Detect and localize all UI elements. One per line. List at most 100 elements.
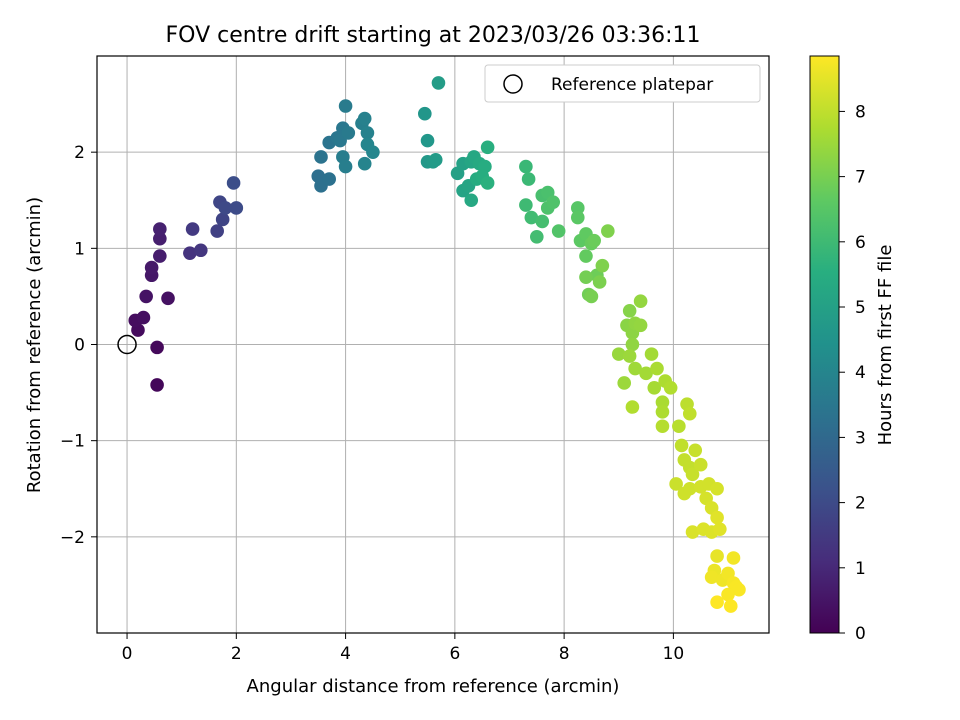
colorbar-tick-label: 6 bbox=[855, 233, 866, 253]
data-point bbox=[139, 289, 153, 304]
data-point bbox=[685, 467, 700, 482]
data-point bbox=[713, 522, 727, 536]
data-point bbox=[693, 457, 708, 472]
y-axis-ticks: −2 −1 0 1 2 bbox=[60, 143, 97, 548]
legend-marker bbox=[503, 74, 523, 94]
data-point bbox=[519, 198, 533, 212]
data-point bbox=[570, 210, 585, 225]
data-point bbox=[144, 260, 159, 275]
colorbar-tick-label: 7 bbox=[855, 168, 866, 188]
colorbar-tick-label: 4 bbox=[855, 363, 866, 383]
data-point bbox=[420, 133, 435, 148]
data-point bbox=[672, 419, 686, 434]
data-point bbox=[669, 477, 683, 491]
data-point bbox=[723, 599, 738, 613]
data-point bbox=[360, 126, 375, 140]
data-point bbox=[688, 443, 703, 458]
data-point bbox=[136, 310, 151, 325]
colorbar-label: Hours from first FF file bbox=[875, 245, 896, 446]
data-point bbox=[524, 210, 539, 225]
data-point bbox=[161, 291, 175, 306]
data-point bbox=[617, 376, 632, 390]
colorbar-tick-label: 0 bbox=[855, 624, 866, 644]
data-point bbox=[650, 361, 664, 376]
data-point bbox=[622, 349, 637, 363]
x-tick-label: 0 bbox=[122, 644, 133, 664]
data-point bbox=[710, 510, 724, 525]
data-point bbox=[226, 176, 241, 190]
data-point bbox=[480, 140, 495, 155]
data-point bbox=[732, 582, 746, 597]
data-point bbox=[710, 549, 724, 563]
data-point bbox=[628, 361, 642, 376]
data-point bbox=[338, 99, 353, 113]
data-point bbox=[611, 347, 626, 361]
data-point bbox=[587, 233, 601, 248]
data-point bbox=[218, 201, 233, 215]
reference-point-marker bbox=[117, 334, 137, 355]
data-point bbox=[601, 224, 615, 238]
y-tick-label: 0 bbox=[74, 336, 85, 356]
data-point bbox=[710, 481, 724, 496]
x-axis-label: Angular distance from reference (arcmin) bbox=[247, 676, 620, 697]
data-point bbox=[338, 159, 353, 174]
x-tick-label: 2 bbox=[231, 644, 242, 664]
data-point bbox=[428, 153, 443, 167]
colorbar-tick-label: 2 bbox=[855, 494, 866, 514]
data-point bbox=[210, 224, 224, 238]
data-point bbox=[674, 438, 689, 453]
data-point bbox=[153, 222, 167, 236]
data-point bbox=[480, 176, 495, 190]
data-point bbox=[357, 156, 372, 171]
data-point bbox=[183, 246, 197, 260]
data-point bbox=[464, 193, 479, 208]
colorbar-tick-label: 8 bbox=[855, 102, 866, 122]
data-point bbox=[194, 243, 208, 258]
colorbar-tick-label: 1 bbox=[855, 559, 866, 579]
y-axis-label: Rotation from reference (arcmin) bbox=[24, 197, 45, 493]
data-point bbox=[150, 378, 164, 392]
data-point bbox=[521, 172, 536, 186]
data-point bbox=[153, 249, 167, 263]
data-point bbox=[530, 229, 544, 244]
data-point bbox=[519, 159, 533, 174]
data-point bbox=[663, 380, 678, 395]
data-point bbox=[633, 318, 648, 333]
data-point bbox=[710, 595, 724, 610]
legend-box bbox=[484, 64, 761, 103]
x-tick-label: 4 bbox=[340, 644, 351, 664]
data-point bbox=[185, 222, 200, 236]
data-point bbox=[644, 347, 659, 361]
data-point bbox=[153, 231, 167, 246]
data-point bbox=[551, 224, 566, 238]
chart-title: FOV centre drift starting at 2023/03/26 … bbox=[166, 23, 701, 48]
x-tick-label: 10 bbox=[663, 644, 685, 664]
data-points bbox=[128, 76, 746, 613]
data-point bbox=[535, 214, 550, 229]
data-point bbox=[592, 275, 607, 289]
y-tick-label: 2 bbox=[74, 143, 85, 163]
data-point bbox=[366, 145, 380, 159]
data-point bbox=[726, 551, 741, 565]
data-point bbox=[150, 340, 164, 355]
colorbar-gradient bbox=[809, 55, 840, 634]
data-point bbox=[647, 380, 662, 395]
data-point bbox=[418, 106, 432, 121]
data-point bbox=[314, 150, 328, 164]
data-point bbox=[639, 366, 653, 381]
x-tick-label: 8 bbox=[559, 644, 570, 664]
data-point bbox=[570, 201, 585, 215]
y-tick-label: 1 bbox=[74, 239, 85, 259]
data-point bbox=[685, 525, 700, 539]
data-point bbox=[431, 76, 446, 90]
data-point bbox=[622, 304, 637, 318]
data-point bbox=[357, 111, 372, 126]
data-point bbox=[655, 405, 670, 419]
legend: Reference platepar bbox=[484, 64, 761, 103]
data-point bbox=[682, 481, 697, 496]
data-point bbox=[633, 294, 648, 309]
data-point bbox=[595, 258, 610, 273]
colorbar-ticks: 0 1 2 3 4 5 6 7 8 bbox=[839, 102, 866, 644]
data-point bbox=[579, 270, 593, 284]
